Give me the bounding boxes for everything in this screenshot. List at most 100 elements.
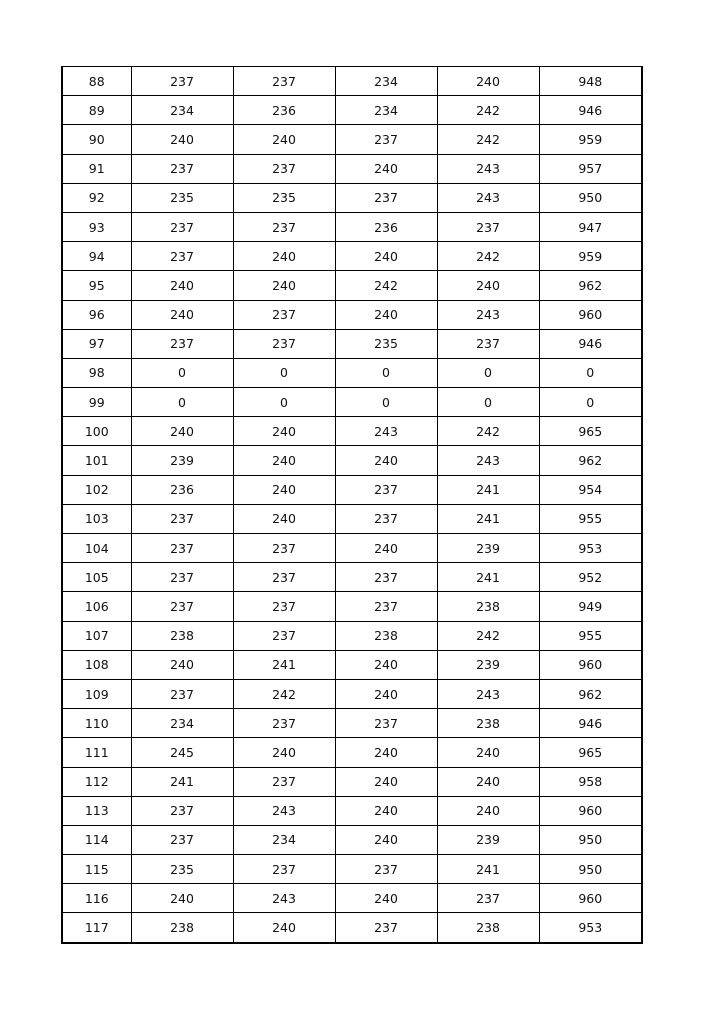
value-cell-3: 236 [334,211,438,243]
value-cell-4: 238 [436,591,540,622]
value-cell-3: 237 [334,708,438,739]
total-cell: 960 [538,795,643,826]
value-cell-4: 237 [436,328,540,359]
value-cell-3: 0 [334,357,438,389]
value-cell-2: 237 [232,299,336,330]
value-cell-1: 240 [130,124,234,155]
value-cell-2: 237 [232,328,336,359]
value-cell-1: 235 [130,854,234,885]
value-cell-1: 0 [130,387,234,418]
value-cell-1: 237 [130,153,234,184]
value-cell-2: 237 [232,591,336,622]
value-cell-3: 240 [334,824,438,856]
table-row: 105 237 237 237 241 952 [61,562,643,593]
value-cell-4: 241 [436,474,540,505]
value-cell-1: 237 [130,532,234,564]
value-cell-2: 241 [232,649,336,680]
table-row: 97 237 237 235 237 946 [61,328,643,359]
value-cell-4: 240 [436,270,540,301]
value-cell-4: 240 [436,766,540,797]
row-number-cell: 101 [61,445,132,476]
value-cell-1: 237 [130,211,234,243]
table-body: 88 237 237 234 240 948 89 234 236 234 242 946 90 240 2… [61,65,643,944]
value-cell-4: 237 [436,883,540,914]
value-cell-3: 237 [334,124,438,155]
value-cell-2: 237 [232,211,336,243]
value-cell-3: 242 [334,270,438,301]
value-cell-2: 240 [232,912,336,944]
row-number-cell: 95 [61,270,132,301]
value-cell-1: 237 [130,503,234,535]
row-number-cell: 89 [61,95,132,126]
value-cell-3: 240 [334,299,438,330]
value-cell-4: 0 [436,387,540,418]
value-cell-1: 238 [130,620,234,651]
row-number-cell: 110 [61,708,132,739]
total-cell: 947 [538,211,643,243]
value-cell-1: 234 [130,708,234,739]
table-row: 98 0 0 0 0 0 [61,357,643,389]
table-row: 113 237 243 240 240 960 [61,795,643,826]
total-cell: 948 [538,65,643,97]
row-number-cell: 90 [61,124,132,155]
value-cell-3: 234 [334,65,438,97]
table-row: 102 236 240 237 241 954 [61,474,643,505]
row-number-cell: 88 [61,65,132,97]
row-number-cell: 117 [61,912,132,944]
value-cell-1: 234 [130,95,234,126]
value-cell-3: 240 [334,883,438,914]
value-cell-2: 243 [232,883,336,914]
value-cell-4: 238 [436,708,540,739]
value-cell-4: 243 [436,299,540,330]
total-cell: 946 [538,95,643,126]
table-row: 89 234 236 234 242 946 [61,95,643,126]
value-cell-2: 240 [232,474,336,505]
value-cell-1: 240 [130,270,234,301]
value-cell-3: 237 [334,562,438,593]
table-row: 99 0 0 0 0 0 [61,387,643,418]
table-row: 95 240 240 242 240 962 [61,270,643,301]
row-number-cell: 98 [61,357,132,389]
value-cell-2: 0 [232,387,336,418]
value-cell-3: 240 [334,678,438,710]
value-cell-2: 237 [232,562,336,593]
table-row: 114 237 234 240 239 950 [61,824,643,856]
table-row: 116 240 243 240 237 960 [61,883,643,914]
total-cell: 965 [538,737,643,768]
value-cell-1: 237 [130,65,234,97]
value-cell-3: 237 [334,912,438,944]
value-cell-2: 240 [232,416,336,447]
value-cell-3: 237 [334,474,438,505]
value-cell-1: 240 [130,649,234,680]
value-cell-2: 234 [232,824,336,856]
value-cell-2: 237 [232,854,336,885]
value-cell-4: 243 [436,153,540,184]
row-number-cell: 92 [61,182,132,213]
value-cell-1: 237 [130,591,234,622]
row-number-cell: 100 [61,416,132,447]
table-row: 117 238 240 237 238 953 [61,912,643,944]
table-row: 112 241 237 240 240 958 [61,766,643,797]
total-cell: 962 [538,678,643,710]
value-cell-1: 239 [130,445,234,476]
value-cell-3: 240 [334,445,438,476]
total-cell: 962 [538,270,643,301]
row-number-cell: 97 [61,328,132,359]
value-cell-4: 243 [436,678,540,710]
value-cell-1: 0 [130,357,234,389]
value-cell-2: 240 [232,124,336,155]
value-cell-4: 242 [436,620,540,651]
total-cell: 955 [538,620,643,651]
value-cell-1: 237 [130,795,234,826]
value-cell-4: 238 [436,912,540,944]
value-cell-2: 240 [232,503,336,535]
total-cell: 950 [538,182,643,213]
total-cell: 960 [538,299,643,330]
row-number-cell: 108 [61,649,132,680]
value-cell-2: 237 [232,708,336,739]
table-row: 110 234 237 237 238 946 [61,708,643,739]
value-cell-1: 237 [130,562,234,593]
value-cell-4: 242 [436,124,540,155]
table-row: 101 239 240 240 243 962 [61,445,643,476]
value-cell-2: 236 [232,95,336,126]
